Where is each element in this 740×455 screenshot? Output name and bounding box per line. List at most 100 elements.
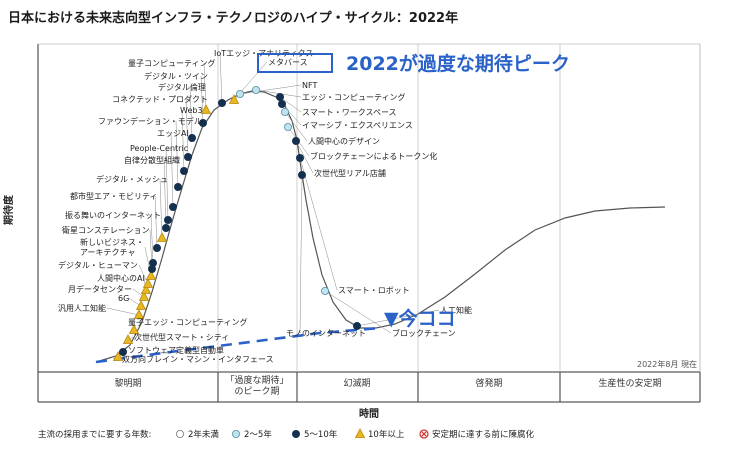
phase-label-line: 黎明期 [114, 377, 141, 389]
point-label-line: 衛星コンステレーション [62, 225, 150, 235]
point-label-line: 振る舞いのインターネット [65, 210, 161, 220]
leader-line [203, 62, 207, 111]
point-label: デジタル倫理 [158, 82, 206, 92]
marker-30 [280, 108, 289, 117]
point-label-line: スマート・ワークスペース [302, 108, 397, 117]
point-label-line: エッジAI [157, 129, 189, 138]
now-callout: ▼今ココ [384, 307, 456, 330]
point-label: 次世代型スマート・シティ [134, 332, 229, 342]
point-label: 双方向ブレイン・マシン・インタフェース [122, 354, 274, 364]
marker-14 [156, 232, 168, 242]
legend-marker-2to5 [231, 429, 240, 438]
point-label: 6G [118, 294, 129, 303]
marker-13 [152, 243, 161, 252]
point-label: 新しいビジネス・アーキテクチャ [80, 237, 144, 257]
marker-21 [187, 133, 196, 142]
legend-label-lt2: 2年未満 [188, 429, 219, 440]
point-label: 衛星コンステレーション [62, 225, 150, 235]
marker-32 [291, 136, 300, 145]
leader-line [106, 307, 140, 316]
marker-7 [138, 291, 150, 301]
leader-line [189, 86, 193, 139]
point-label-line: アーキテクチャ [80, 248, 135, 257]
point-label-line: 次世代型リアル店舗 [314, 168, 386, 178]
legend-marker-obsolete [419, 429, 429, 439]
point-label: 量子コンピューティング [128, 58, 216, 68]
legend-marker-gt10 [354, 428, 366, 438]
leader-line [295, 140, 314, 174]
marker-2 [119, 347, 128, 356]
point-label: イマーシブ・エクスペリエンス [302, 120, 413, 130]
leader-line [138, 264, 149, 285]
legend-label-5to10: 5〜10年 [304, 429, 338, 440]
point-label-line: デジタル・ツイン [144, 71, 208, 81]
peak-highlight-box [257, 53, 333, 73]
leader-line [175, 120, 179, 188]
point-label: ブロックチェーン [392, 328, 456, 338]
point-label-line: 人間中心のAI [97, 273, 145, 283]
point-label: 人間中心のAI [97, 273, 145, 283]
point-label: NFT [302, 81, 317, 90]
point-label-line: デジタル・ヒューマン [58, 260, 138, 270]
marker-3 [122, 334, 134, 344]
legend-label-2to5: 2〜5年 [244, 429, 272, 440]
point-label: ブロックチェーンによるトークン化 [310, 151, 437, 161]
point-label: コネクテッド・プロダクト [112, 94, 208, 104]
point-label-line: 6G [118, 294, 129, 303]
point-label-line: デジタル倫理 [158, 82, 206, 92]
phase-label-4: 啓発期 [475, 377, 502, 389]
point-label-line: 双方向ブレイン・マシン・インタフェース [122, 354, 274, 364]
marker-19 [179, 166, 188, 175]
legend-marker-lt2 [175, 429, 184, 438]
point-label-line: メタバース [268, 58, 308, 67]
point-label-line: イマーシブ・エクスペリエンス [302, 120, 413, 130]
marker-23 [200, 104, 212, 114]
marker-27 [251, 86, 260, 95]
y-axis-label: 期待度 [2, 194, 15, 225]
point-label-line: 量子エッジ・コンピューティング [128, 317, 248, 327]
marker-34 [297, 170, 306, 179]
phase-label-2: 「過度な期待」のピーク期 [225, 374, 288, 397]
point-label: スマート・ロボット [338, 286, 410, 295]
phase-label-line: 「過度な期待」 [225, 374, 288, 386]
point-label-line: ブロックチェーン [392, 328, 456, 338]
phase-label-3: 幻滅期 [343, 377, 370, 389]
point-label-line: 汎用人工知能 [58, 303, 106, 313]
point-label-line: スマート・ロボット [338, 286, 410, 295]
marker-24 [217, 99, 226, 108]
leader-line [299, 174, 303, 334]
marker-4 [128, 324, 140, 334]
legend: 主流の採用までに要する年数: 2年未満 2〜5年 5〜10年 10年以上 安定期に達する前… [38, 428, 535, 440]
cross-mark [421, 431, 427, 437]
marker-20 [183, 152, 192, 161]
point-label: エッジAI [157, 129, 189, 138]
marker-31 [283, 123, 292, 132]
phase-label-1: 黎明期 [114, 377, 141, 389]
marker-5 [133, 309, 145, 319]
point-label-line: Web3 [180, 106, 203, 115]
phase-label-5: 生産性の安定期 [598, 377, 661, 389]
point-label: モノのインターネット [286, 329, 366, 338]
point-label-line: ソフトウェア定義型自動車 [128, 345, 224, 355]
marker-26 [235, 90, 244, 99]
leader-line [154, 195, 158, 249]
point-label: デジタル・ツイン [144, 71, 208, 81]
marker-28 [275, 93, 284, 102]
point-label: 振る舞いのインターネット [65, 210, 161, 220]
point-label: 次世代型リアル店舗 [314, 168, 386, 178]
point-label: デジタル・ヒューマン [58, 260, 138, 270]
point-label-line: 自律分散型組織 [124, 155, 180, 165]
point-label-line: People-Centric [130, 144, 188, 153]
legend-label-gt10: 10年以上 [368, 429, 405, 440]
plot-frame [37, 43, 701, 403]
marker-15 [161, 223, 170, 232]
leader-line [279, 96, 302, 113]
point-label: 人工知能 [440, 305, 472, 315]
marker-10 [145, 270, 157, 280]
point-label: 都市型エア・モビリティ [70, 191, 158, 201]
point-label: デジタル・メッシュ [96, 174, 168, 184]
marker-22 [198, 119, 207, 128]
phase-label-line: のピーク期 [234, 386, 279, 397]
leader-line [159, 178, 163, 239]
